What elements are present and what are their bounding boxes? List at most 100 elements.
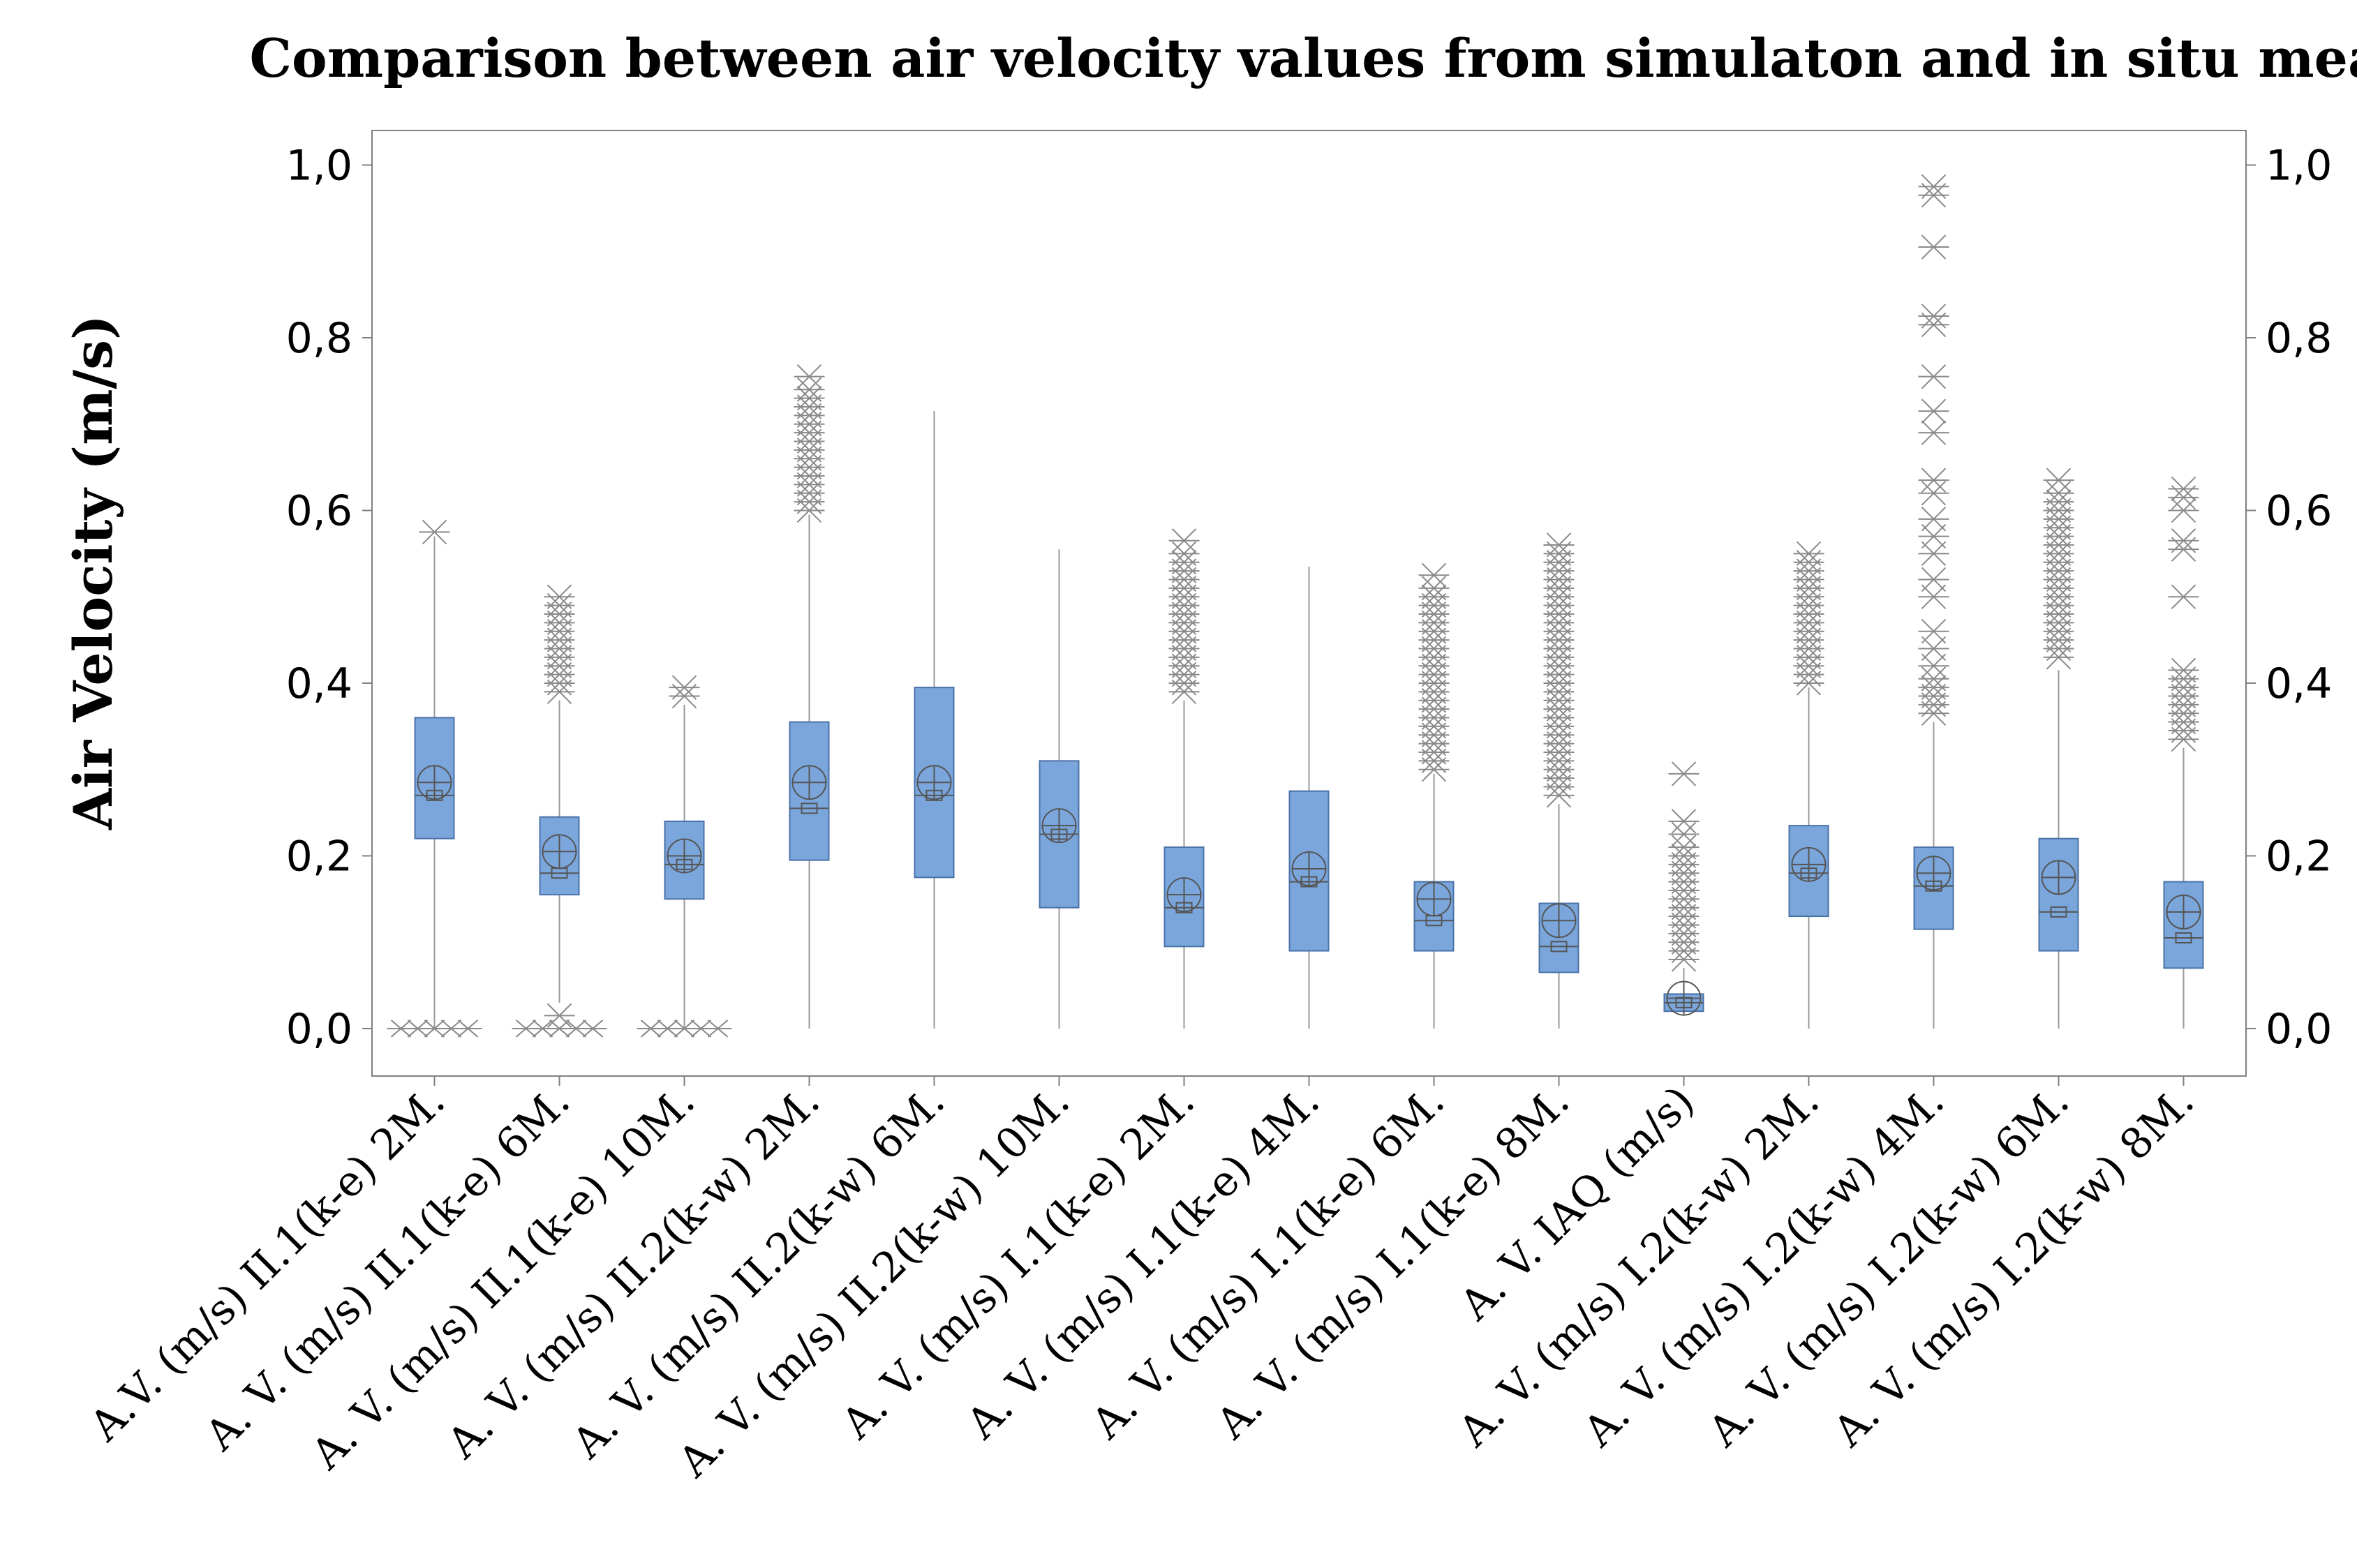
outlier-glyph <box>1918 312 1949 338</box>
outlier-point <box>794 454 825 480</box>
y-tick-label-right: 0,6 <box>2266 486 2332 535</box>
outlier-glyph <box>1168 645 1200 670</box>
outlier-point <box>2043 619 2074 644</box>
outlier-glyph <box>1918 666 1949 692</box>
outlier-glyph <box>794 428 825 454</box>
outlier-point <box>544 671 575 696</box>
outlier-glyph <box>1918 468 1949 493</box>
y-tick-label-left: 0,2 <box>286 832 352 881</box>
outlier-glyph <box>1168 541 1200 567</box>
outlier-point <box>2168 537 2199 562</box>
outlier-glyph <box>1543 662 1575 687</box>
outlier-glyph <box>1668 852 1700 877</box>
outlier-glyph <box>1793 550 1824 575</box>
outlier-glyph <box>794 463 825 488</box>
outlier-point <box>1418 662 1450 687</box>
outlier-glyph <box>544 645 575 670</box>
outlier-glyph <box>1168 679 1200 705</box>
outlier-point <box>1168 528 1200 553</box>
outlier-glyph <box>1918 364 1949 389</box>
median-marker <box>2050 906 2067 918</box>
outlier-glyph <box>544 671 575 696</box>
outlier-glyph <box>794 394 825 419</box>
outlier-point <box>1418 627 1450 652</box>
outlier-point <box>1793 602 1824 627</box>
y-tick-label-left: 0,4 <box>286 659 352 708</box>
outlier-glyph <box>1543 705 1575 731</box>
outlier-point <box>794 481 825 506</box>
outlier-glyph <box>1168 636 1200 662</box>
outlier-point <box>794 377 825 402</box>
outlier-glyph <box>2168 709 2199 735</box>
outlier-glyph <box>1168 610 1200 636</box>
outlier-point <box>669 675 700 700</box>
outlier-glyph <box>2043 592 2074 618</box>
outlier-glyph <box>1418 679 1450 705</box>
outlier-point <box>1168 619 1200 644</box>
outlier-glyph <box>1168 528 1200 553</box>
outlier-glyph <box>2043 532 2074 558</box>
outlier-point <box>2168 692 2199 717</box>
outlier-point <box>1793 610 1824 636</box>
outlier-point <box>1918 174 1949 200</box>
outlier-point <box>2168 726 2199 752</box>
outlier-point <box>794 472 825 498</box>
outlier-glyph <box>2043 636 2074 662</box>
outlier-glyph <box>669 683 700 709</box>
outlier-point <box>1668 821 1700 847</box>
outlier-point <box>1168 662 1200 687</box>
outlier-glyph <box>1418 619 1450 644</box>
outlier-point <box>1168 679 1200 705</box>
outlier-point <box>2043 576 2074 601</box>
outlier-point <box>1168 636 1200 662</box>
outlier-glyph <box>1543 740 1575 765</box>
outlier-point <box>1918 468 1949 493</box>
outlier-point <box>1543 558 1575 583</box>
outlier-glyph <box>1543 645 1575 670</box>
outlier-point <box>1918 507 1949 532</box>
outlier-point <box>1793 550 1824 575</box>
outlier-glyph <box>544 584 575 609</box>
outlier-point <box>1168 567 1200 592</box>
outlier-glyph <box>1668 904 1700 929</box>
outlier-glyph <box>1418 576 1450 601</box>
outlier-glyph <box>1668 912 1700 938</box>
outlier-glyph <box>1793 584 1824 609</box>
outlier-point <box>637 1020 732 1038</box>
box-iqr <box>1788 825 1829 918</box>
outlier-glyph <box>544 662 575 687</box>
outlier-glyph <box>704 1020 732 1038</box>
outlier-point <box>1543 783 1575 808</box>
outlier-point <box>1418 619 1450 644</box>
outlier-glyph <box>1918 675 1949 700</box>
outlier-glyph <box>1668 835 1700 860</box>
box-series-5 <box>914 411 955 1086</box>
outlier-point <box>1543 705 1575 731</box>
outlier-point <box>2168 683 2199 709</box>
outlier-point <box>1543 627 1575 652</box>
outlier-point <box>794 463 825 488</box>
outlier-point <box>1918 619 1949 644</box>
outlier-point <box>2043 602 2074 627</box>
outlier-point <box>1918 234 1949 260</box>
y-tick-label-left: 0,6 <box>286 486 352 535</box>
outlier-point <box>2043 592 2074 618</box>
outlier-point <box>2043 550 2074 575</box>
outlier-point <box>544 679 575 705</box>
outlier-point <box>1668 947 1700 972</box>
outlier-point <box>1418 679 1450 705</box>
outlier-glyph <box>1918 701 1949 726</box>
outlier-glyph <box>1543 774 1575 800</box>
outlier-glyph <box>1543 757 1575 782</box>
outlier-glyph <box>1168 671 1200 696</box>
outlier-point <box>1168 592 1200 618</box>
outlier-glyph <box>1543 550 1575 575</box>
outlier-glyph <box>2043 584 2074 609</box>
outlier-point <box>1168 653 1200 678</box>
box-series-12 <box>1788 541 1829 1086</box>
outlier-point <box>1918 683 1949 709</box>
outlier-glyph <box>1668 929 1700 955</box>
outlier-glyph <box>1168 602 1200 627</box>
outlier-point <box>2168 701 2199 726</box>
